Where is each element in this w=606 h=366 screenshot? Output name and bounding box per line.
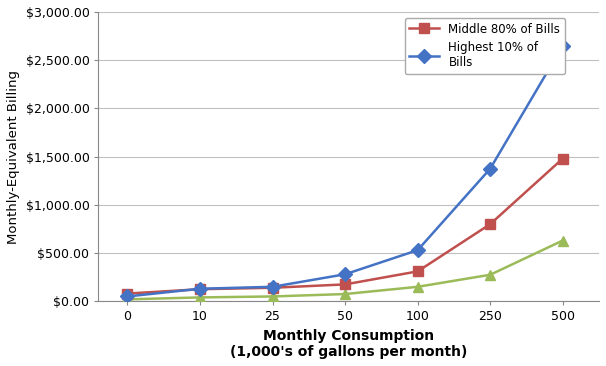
Middle 80% of Bills xyxy=(341,282,348,287)
Middle 80% of Bills xyxy=(196,287,204,291)
Line: Highest 10% of
Bills: Highest 10% of Bills xyxy=(122,41,568,301)
Line: Middle 80% of Bills: Middle 80% of Bills xyxy=(122,154,568,298)
Highest 10% of
Bills xyxy=(341,272,348,276)
Middle 80% of Bills xyxy=(414,269,421,273)
Middle 80% of Bills xyxy=(559,156,567,161)
Highest 10% of
Bills xyxy=(124,294,131,299)
Highest 10% of
Bills xyxy=(414,248,421,252)
Highest 10% of
Bills xyxy=(269,285,276,289)
Middle 80% of Bills xyxy=(124,291,131,296)
Highest 10% of
Bills xyxy=(487,167,494,171)
Middle 80% of Bills xyxy=(487,222,494,226)
Middle 80% of Bills xyxy=(269,285,276,290)
Legend: Middle 80% of Bills, Highest 10% of
Bills: Middle 80% of Bills, Highest 10% of Bill… xyxy=(405,18,565,74)
Highest 10% of
Bills xyxy=(559,44,567,48)
Y-axis label: Monthly-Equivalent Billing: Monthly-Equivalent Billing xyxy=(7,70,20,244)
Highest 10% of
Bills xyxy=(196,287,204,291)
X-axis label: Monthly Consumption
(1,000's of gallons per month): Monthly Consumption (1,000's of gallons … xyxy=(230,329,467,359)
